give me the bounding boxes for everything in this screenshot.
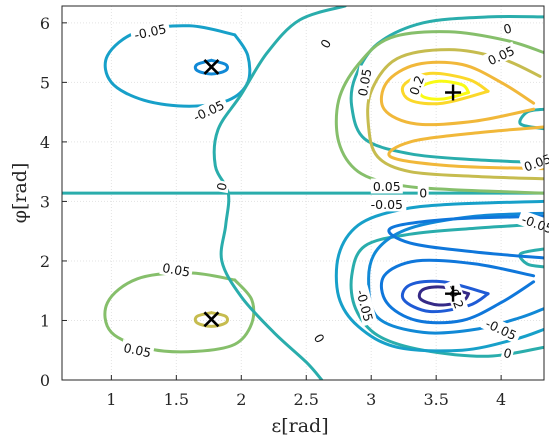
- contour-label: 0: [502, 21, 514, 38]
- contour-line: [366, 48, 544, 181]
- contour-label-group: 0.05: [370, 178, 403, 194]
- contour-line: [387, 125, 544, 171]
- contour-label-group: 0.05: [354, 65, 375, 100]
- contour-line: [518, 247, 544, 269]
- contour-label: 0.05: [373, 179, 401, 194]
- cross-x-marker: [203, 311, 220, 328]
- x-tick-label: 3.5: [423, 390, 448, 409]
- contour-label-bg: [417, 185, 429, 201]
- contour-label-bg: [483, 41, 519, 69]
- x-tick-label: 4: [496, 390, 506, 409]
- contour-label-group: 0: [500, 344, 515, 362]
- contour-line: [193, 58, 229, 76]
- contour-label-bg: [352, 284, 378, 327]
- contour-label-group: -0.05: [367, 196, 407, 212]
- contour-label-group: -0.05: [129, 19, 171, 43]
- contour-label-bg: [310, 329, 329, 347]
- x-tick-label: 3: [366, 390, 376, 409]
- contour-label-group: 0.2: [404, 70, 428, 100]
- axes-box: [61, 5, 545, 381]
- contour-label-bg: [316, 34, 335, 52]
- contour-label-group: 0: [316, 34, 335, 52]
- contour-line: [379, 60, 536, 127]
- y-tick-label: 3: [40, 192, 50, 211]
- plus-marker: [445, 84, 462, 101]
- y-tick-label: 0: [40, 371, 50, 390]
- contour-label-bg: [212, 179, 230, 194]
- contour-label: 0.05: [355, 67, 375, 97]
- contour-label: 0: [419, 186, 427, 201]
- contour-label-bg: [370, 178, 403, 194]
- x-tick-label: 1.5: [164, 390, 189, 409]
- contour-line: [193, 311, 229, 328]
- contour-label: 0: [502, 345, 514, 362]
- contour-label: 0.05: [122, 340, 152, 360]
- contour-label-bg: [354, 65, 375, 100]
- contour-label-bg: [500, 19, 515, 37]
- contour-label: 0: [214, 181, 230, 191]
- cross-x-marker: [203, 58, 220, 75]
- contour-label-group: 0.05: [159, 259, 194, 280]
- contour-label-group: 0: [500, 19, 515, 38]
- contour-label-bg: [129, 19, 171, 43]
- contour-label-group: 0: [310, 329, 329, 347]
- contour-label-bg: [443, 278, 469, 315]
- contour-line: [349, 14, 544, 165]
- x-tick-label: 2: [236, 390, 246, 409]
- contour-label-group: 0.05: [120, 339, 155, 361]
- contour-label-bg: [500, 344, 515, 362]
- contour-line: [349, 222, 544, 358]
- contour-label: -0.05: [133, 21, 168, 42]
- contour-label-bg: [367, 196, 407, 212]
- contour-line: [387, 214, 544, 260]
- contour-label-bg: [120, 339, 155, 361]
- contour-line: [379, 258, 536, 325]
- contour-label-group: 0: [417, 185, 429, 201]
- plus-marker: [445, 285, 462, 302]
- contour-line: [400, 279, 490, 314]
- x-axis-label: ε[rad]: [271, 415, 328, 437]
- y-tick-label: 1: [40, 311, 50, 330]
- y-tick-label: 4: [40, 133, 50, 152]
- contour-label-bg: [519, 149, 549, 175]
- contour-label: 0.2: [406, 73, 427, 97]
- markers: [203, 58, 462, 328]
- contour-label-group: 0: [212, 179, 230, 194]
- contour-label-bg: [480, 313, 523, 344]
- contour-line: [334, 199, 544, 353]
- x-tick-label: 1: [106, 390, 116, 409]
- contour-label-bg: [187, 95, 230, 126]
- contour-label: -0.05: [371, 197, 403, 212]
- x-tick-label: 2.5: [294, 390, 319, 409]
- contour-label-bg: [159, 259, 194, 280]
- y-tick-label: 2: [40, 252, 50, 271]
- contour-label-bg: [516, 209, 549, 238]
- y-axis-label: φ[rad]: [9, 163, 31, 224]
- contour-label: 0.05: [161, 260, 191, 280]
- contour-line: [212, 6, 347, 380]
- y-tick-label: 6: [40, 14, 50, 33]
- contour-line: [400, 71, 490, 106]
- y-tick-label: 5: [40, 73, 50, 92]
- contour-label-bg: [404, 70, 428, 100]
- axis-ticks: 1 1.5 2 2.5 3 3.5 4 0 1 2 3 4 5 6: [40, 14, 506, 409]
